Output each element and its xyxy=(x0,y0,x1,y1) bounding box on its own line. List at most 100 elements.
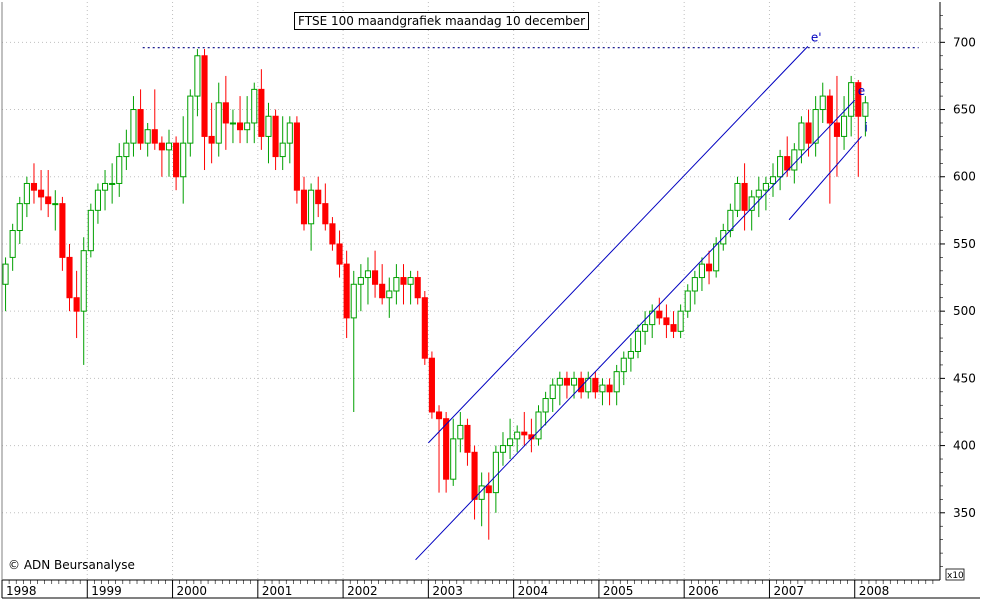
grid xyxy=(1,2,940,580)
candle-body-89 xyxy=(634,330,642,352)
candle-body-57 xyxy=(407,277,414,285)
candle-body-14 xyxy=(101,182,109,191)
candle-body-97 xyxy=(691,277,698,292)
candle-body-35 xyxy=(251,88,258,124)
candle-body-10 xyxy=(73,297,80,312)
candle-body-116 xyxy=(826,95,833,124)
candle-body-51 xyxy=(364,270,372,279)
candle-body-25 xyxy=(180,142,187,178)
x-tick-label-2: 2000 xyxy=(177,584,208,598)
trend-lines: e' e i xyxy=(142,30,919,561)
candle-body-113 xyxy=(805,122,812,144)
candle-body-0 xyxy=(2,263,9,285)
candle-body-63 xyxy=(450,438,457,480)
candle-body-12 xyxy=(87,209,94,252)
candle-body-47 xyxy=(336,243,343,265)
candle-body-107 xyxy=(762,182,769,191)
candle-body-39 xyxy=(279,142,286,158)
channel-line-2 xyxy=(788,136,862,221)
candle-body-96 xyxy=(684,290,691,312)
candle-body-4 xyxy=(30,182,38,191)
candle-body-52 xyxy=(372,270,379,285)
candle-body-32 xyxy=(229,122,237,125)
candle-body-44 xyxy=(315,189,322,205)
x-tick-label-6: 2004 xyxy=(518,584,549,598)
candle-body-1 xyxy=(9,230,16,258)
channel-line-0 xyxy=(428,46,809,444)
candle-body-9 xyxy=(66,256,73,299)
copyright-label: © ADN Beursanalyse xyxy=(8,558,135,572)
candle-body-75 xyxy=(535,411,542,440)
candle-body-48 xyxy=(343,263,350,319)
x-tick-label-1: 1999 xyxy=(91,584,122,598)
x-tick-label-0: 1998 xyxy=(6,584,37,598)
channel-label-2: i xyxy=(865,120,868,134)
x-tick-label-3: 2001 xyxy=(262,584,293,598)
multiplier-label: x10 xyxy=(947,571,964,581)
candle-body-42 xyxy=(300,189,308,225)
candle-body-26 xyxy=(187,95,194,144)
candle-body-60 xyxy=(428,357,435,413)
candle-body-92 xyxy=(656,310,663,319)
candle-body-104 xyxy=(741,182,748,211)
candle-body-40 xyxy=(286,122,293,144)
candle-body-66 xyxy=(471,451,478,500)
candle-body-29 xyxy=(208,135,215,144)
channel-label-0: e' xyxy=(811,30,822,44)
candle-body-18 xyxy=(130,109,137,144)
y-tick-label-5: 600 xyxy=(953,170,976,184)
candle-body-102 xyxy=(727,209,734,232)
candle-body-37 xyxy=(265,115,272,137)
candle-body-84 xyxy=(599,384,606,393)
candle-body-34 xyxy=(244,122,251,131)
candle-body-2 xyxy=(16,203,23,232)
x-tick-label-8: 2006 xyxy=(688,584,719,598)
y-tick-label-0: 350 xyxy=(953,506,976,520)
candle-body-120 xyxy=(855,82,862,117)
candle-body-93 xyxy=(663,317,670,326)
candle-body-76 xyxy=(542,398,549,413)
x-tick-label-10: 2008 xyxy=(859,584,890,598)
candle-body-46 xyxy=(329,223,336,245)
candle-body-68 xyxy=(485,485,492,494)
candle-body-77 xyxy=(549,384,556,400)
candle-body-85 xyxy=(606,384,613,393)
candle-body-118 xyxy=(841,115,848,137)
candle-body-100 xyxy=(713,243,720,272)
candle-body-105 xyxy=(748,196,755,211)
candle-body-17 xyxy=(123,142,130,158)
candle-body-110 xyxy=(784,156,791,171)
candle-body-13 xyxy=(94,189,101,211)
chart-title: FTSE 100 maandgrafiek maandag 10 decembe… xyxy=(294,12,590,30)
candle-body-58 xyxy=(414,277,421,299)
candle-body-31 xyxy=(222,102,229,124)
candle-body-54 xyxy=(386,290,393,299)
candle-body-56 xyxy=(400,277,407,285)
channel-label-1: e xyxy=(858,84,865,98)
candle-body-22 xyxy=(158,142,165,151)
x-tick-label-4: 2002 xyxy=(347,584,378,598)
candle-body-73 xyxy=(521,431,528,436)
candle-body-55 xyxy=(393,277,400,292)
candle-body-30 xyxy=(215,102,222,144)
candle-body-109 xyxy=(777,156,784,178)
candle-body-114 xyxy=(812,109,819,144)
candle-body-99 xyxy=(705,263,713,272)
candles xyxy=(2,49,869,540)
candle-body-70 xyxy=(499,445,507,453)
candle-body-86 xyxy=(613,371,620,393)
y-tick-label-4: 550 xyxy=(953,237,976,251)
candle-body-43 xyxy=(308,189,315,225)
channel-line-1 xyxy=(415,99,856,561)
candle-body-69 xyxy=(492,451,499,494)
candle-body-7 xyxy=(52,203,59,206)
candle-body-41 xyxy=(293,122,300,191)
candle-body-21 xyxy=(151,129,158,144)
candle-body-72 xyxy=(514,431,521,440)
candle-body-3 xyxy=(23,182,30,205)
candle-body-28 xyxy=(201,55,208,137)
candle-body-71 xyxy=(507,438,514,447)
candle-body-121 xyxy=(862,102,869,117)
candle-body-11 xyxy=(80,250,87,312)
